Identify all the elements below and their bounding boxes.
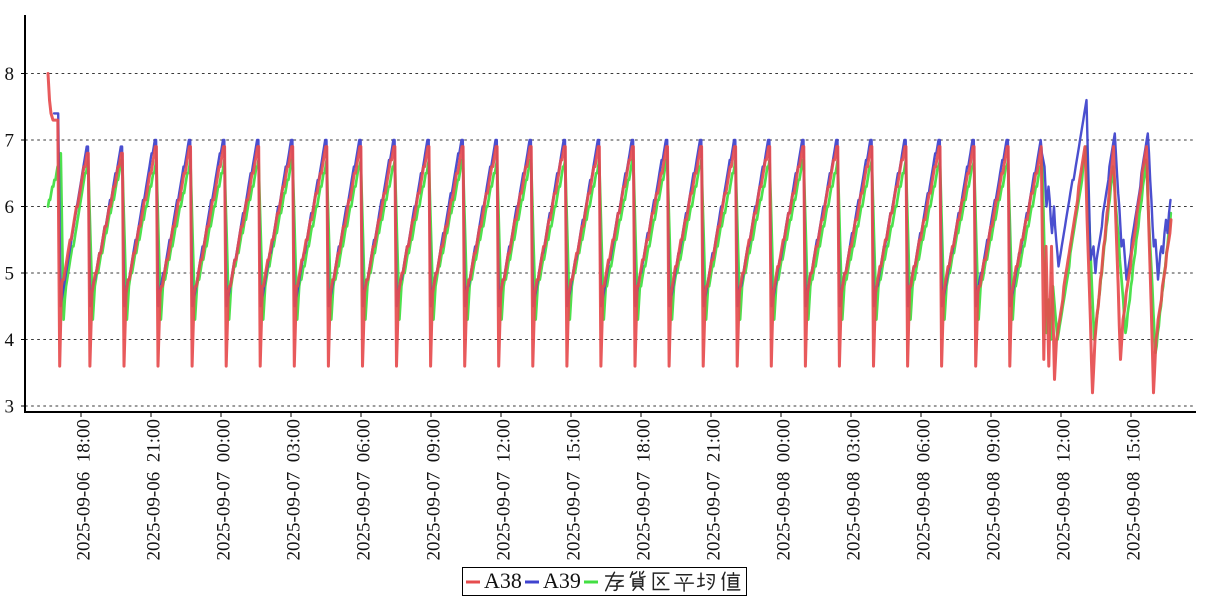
svg-text:2025-09-07 09:00: 2025-09-07 09:00 bbox=[424, 419, 445, 560]
svg-text:2025-09-07 06:00: 2025-09-07 06:00 bbox=[354, 419, 375, 560]
svg-text:2025-09-08 09:00: 2025-09-08 09:00 bbox=[984, 419, 1005, 560]
svg-text:2025-09-07 12:00: 2025-09-07 12:00 bbox=[494, 419, 515, 560]
svg-text:A39: A39 bbox=[543, 568, 581, 593]
svg-text:2025-09-07 18:00: 2025-09-07 18:00 bbox=[634, 419, 655, 560]
svg-text:7: 7 bbox=[5, 130, 15, 151]
svg-text:6: 6 bbox=[5, 197, 15, 218]
svg-text:2025-09-08 00:00: 2025-09-08 00:00 bbox=[774, 419, 795, 560]
svg-text:2025-09-07 21:00: 2025-09-07 21:00 bbox=[704, 419, 725, 560]
svg-text:2025-09-06 21:00: 2025-09-06 21:00 bbox=[144, 419, 165, 560]
svg-text:8: 8 bbox=[5, 64, 15, 85]
svg-text:2025-09-08 12:00: 2025-09-08 12:00 bbox=[1054, 419, 1075, 560]
svg-text:3: 3 bbox=[5, 396, 15, 417]
svg-text:2025-09-08 03:00: 2025-09-08 03:00 bbox=[844, 419, 865, 560]
svg-text:2025-09-08 06:00: 2025-09-08 06:00 bbox=[914, 419, 935, 560]
svg-text:A38: A38 bbox=[484, 568, 522, 593]
svg-text:2025-09-07 15:00: 2025-09-07 15:00 bbox=[564, 419, 585, 560]
svg-text:2025-09-08 15:00: 2025-09-08 15:00 bbox=[1124, 419, 1145, 560]
svg-text:4: 4 bbox=[5, 330, 15, 351]
svg-text:5: 5 bbox=[5, 263, 15, 284]
svg-text:2025-09-07 00:00: 2025-09-07 00:00 bbox=[214, 419, 235, 560]
svg-text:2025-09-07 03:00: 2025-09-07 03:00 bbox=[284, 419, 305, 560]
svg-text:2025-09-06 18:00: 2025-09-06 18:00 bbox=[74, 419, 95, 560]
